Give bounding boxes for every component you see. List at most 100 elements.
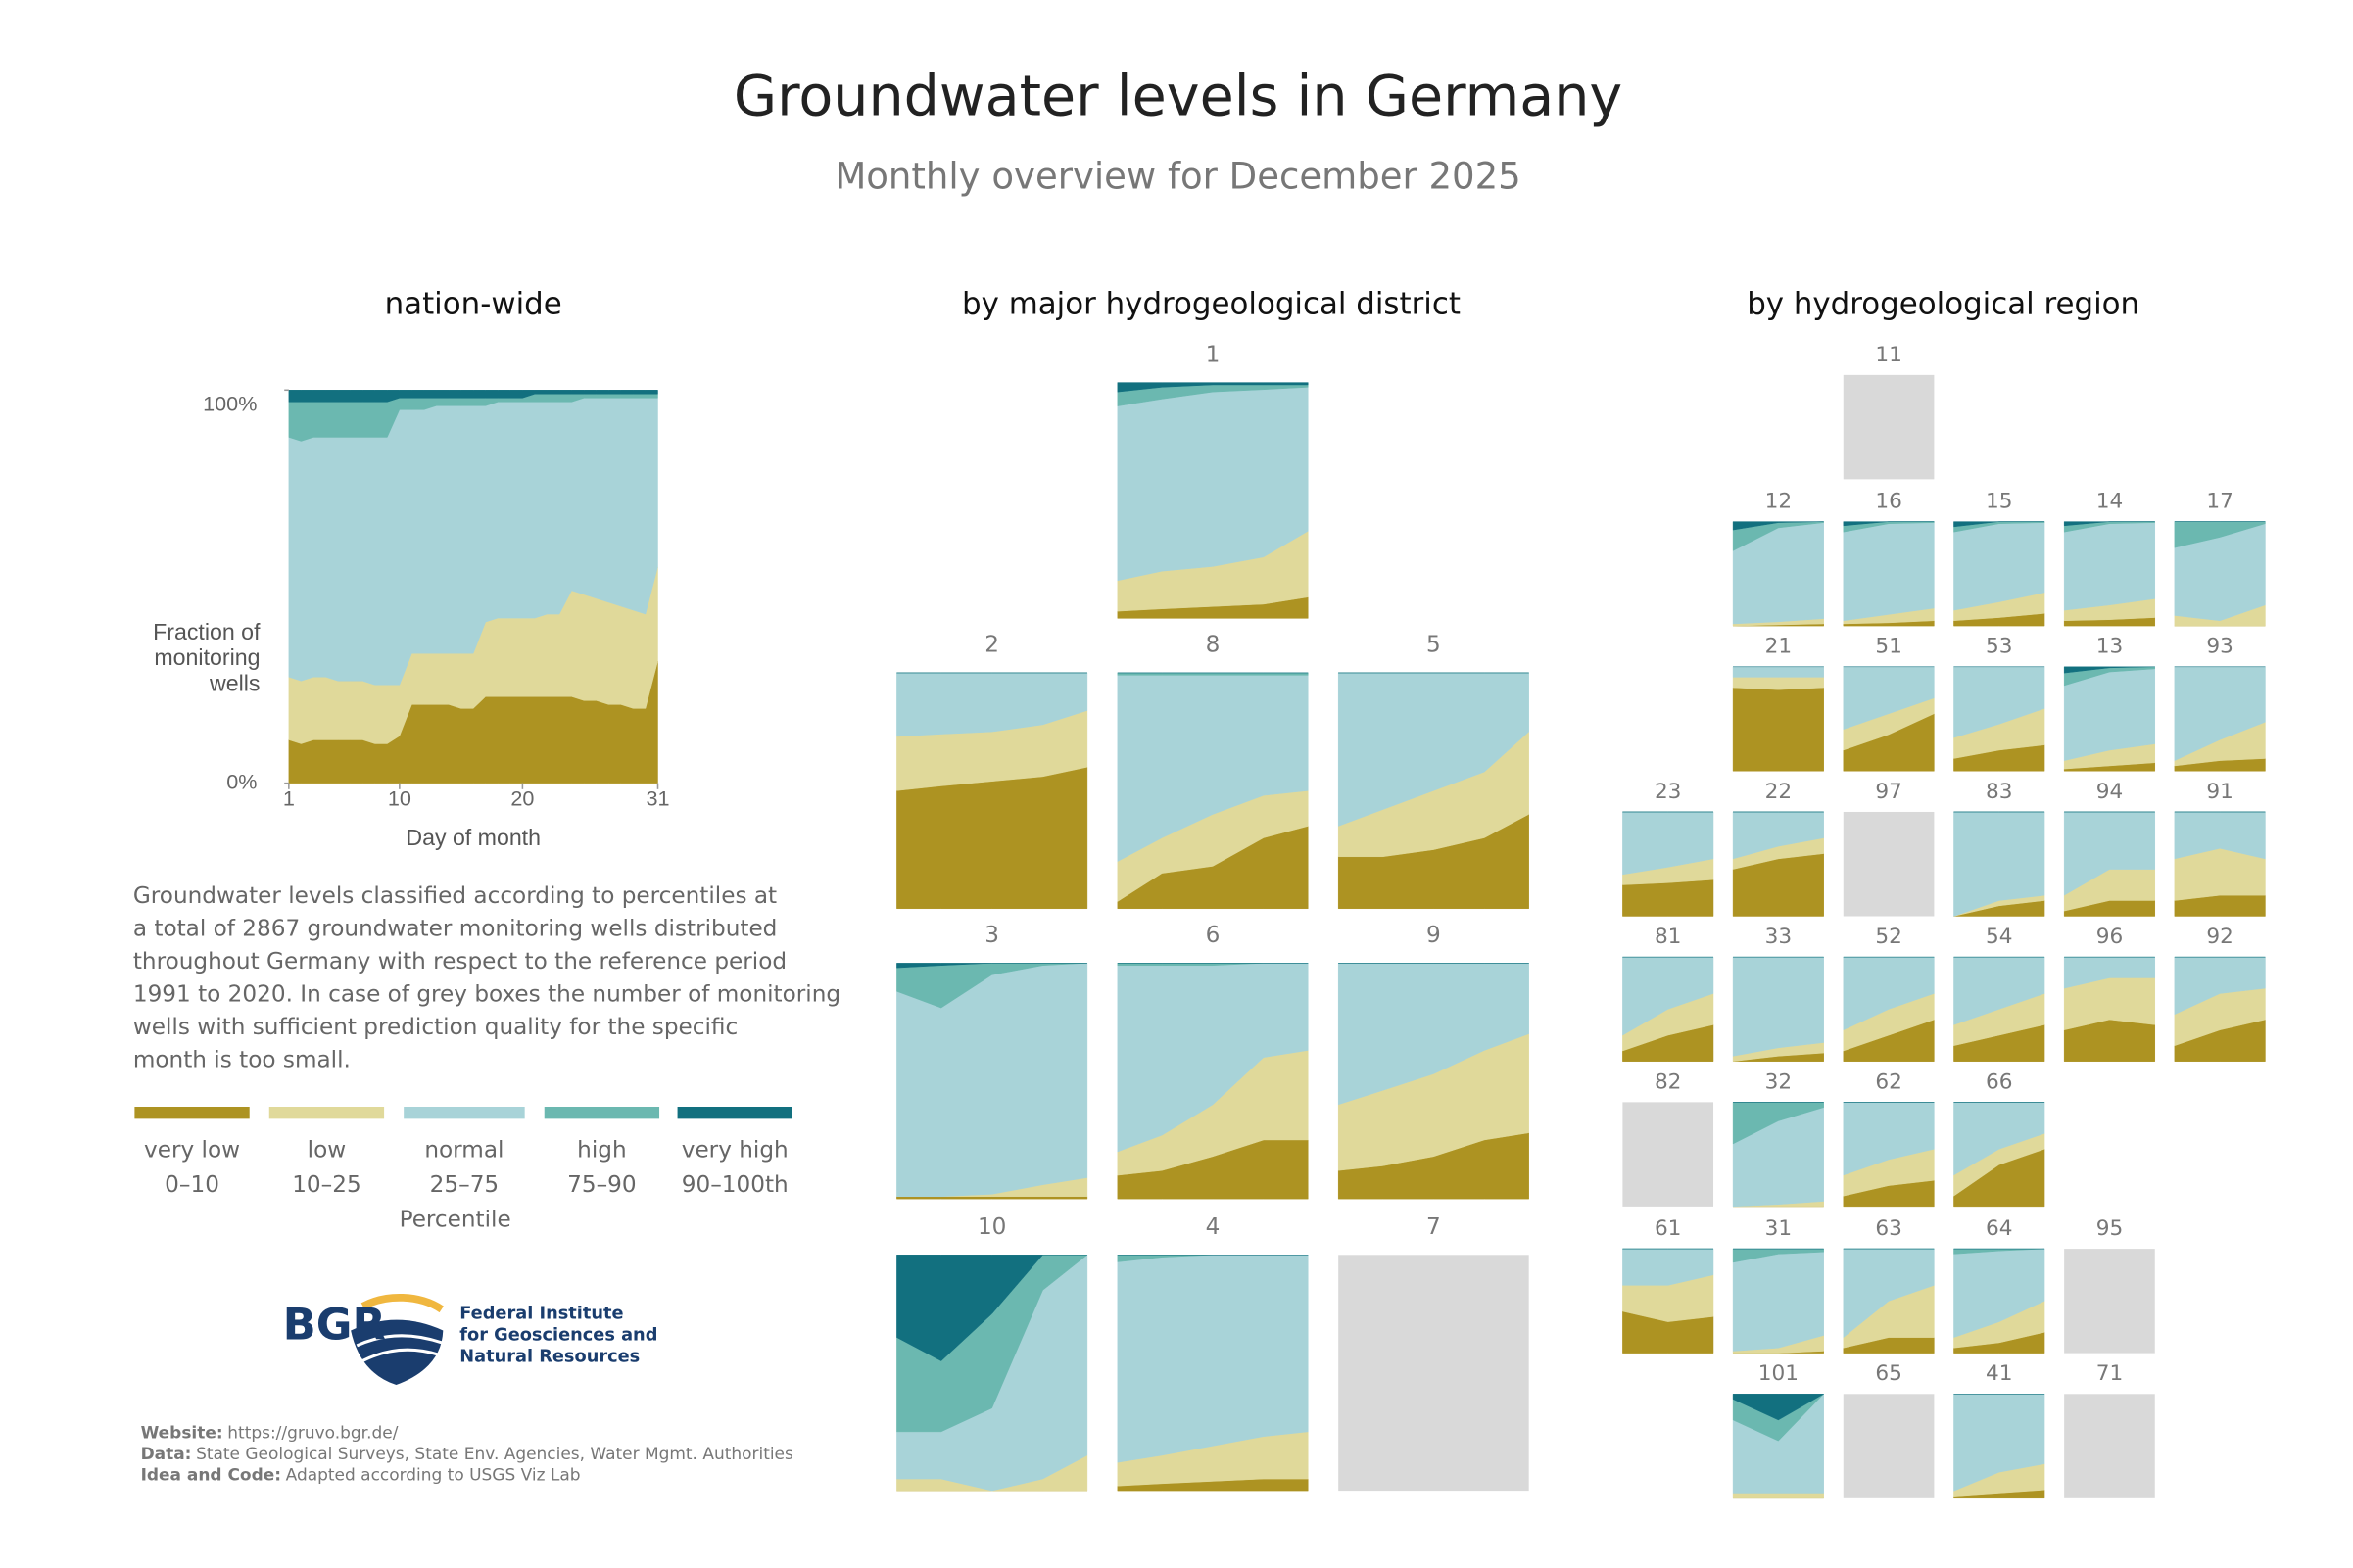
area-band [1732, 1394, 1825, 1421]
legend-range: 0–10 [165, 1172, 219, 1198]
panel-label: 13 [2096, 635, 2124, 659]
title: Groundwater levels in Germany [734, 65, 1622, 129]
panel-label: 83 [1986, 780, 2013, 804]
panel-label: 23 [1655, 780, 1682, 804]
x-axis-label: Day of month [406, 825, 541, 850]
y-tick-label: 100% [203, 391, 257, 415]
area-band [896, 963, 1087, 969]
footer-text: https://gruvo.bgr.de/ [227, 1423, 398, 1443]
legend-name: low [308, 1137, 347, 1163]
area-band [1843, 522, 1935, 622]
panel-label: 54 [1986, 925, 2013, 949]
area-band [1117, 672, 1309, 676]
panel-label: 12 [1765, 490, 1793, 514]
area-band [1622, 879, 1714, 917]
no-data-box [2064, 1249, 2155, 1354]
panel-label: 10 [978, 1214, 1006, 1240]
description-line: throughout Germany with respect to the r… [133, 949, 787, 974]
area-band [1732, 677, 1824, 690]
panel-label: 11 [1875, 343, 1902, 367]
logo-acronym: BGR [283, 1298, 386, 1350]
area-band [1953, 521, 2045, 528]
panel-label: 17 [2206, 490, 2233, 514]
legend-name: very high [682, 1137, 789, 1163]
x-tick-label: 10 [388, 785, 411, 810]
footer-key: Data: [141, 1445, 192, 1464]
x-tick-label: 31 [646, 785, 669, 810]
section-title: by hydrogeological region [1747, 286, 2139, 321]
area-band [2063, 521, 2155, 527]
panel-label: 65 [1875, 1361, 1902, 1386]
panel-label: 92 [2206, 925, 2233, 949]
no-data-box [1843, 374, 1935, 480]
panel-label: 71 [2096, 1361, 2124, 1386]
panel-label: 33 [1765, 925, 1793, 949]
no-data-box [1622, 1102, 1714, 1207]
panel-label: 9 [1426, 923, 1441, 948]
description-line: wells with sufficient prediction quality… [133, 1015, 738, 1040]
legend-name: very low [144, 1137, 240, 1163]
panel-label: 97 [1875, 780, 1902, 804]
no-data-box [1843, 1394, 1935, 1498]
footer-key: Website: [141, 1423, 223, 1443]
panel-label: 101 [1758, 1361, 1799, 1386]
panel-label: 61 [1655, 1216, 1682, 1241]
logo-line: Natural Resources [459, 1347, 640, 1366]
legend-swatch [134, 1107, 250, 1119]
panel-label: 64 [1986, 1216, 2013, 1241]
description-line: a total of 2867 groundwater monitoring w… [133, 916, 778, 941]
panel-label: 41 [1986, 1361, 2013, 1386]
no-data-box [1843, 811, 1935, 917]
subtitle: Monthly overview for December 2025 [835, 156, 1520, 198]
footer-text: Adapted according to USGS Viz Lab [286, 1466, 581, 1486]
panel-label: 21 [1765, 635, 1793, 659]
legend-name: high [577, 1137, 626, 1163]
legend-swatch [677, 1107, 792, 1119]
panel-label: 5 [1426, 633, 1441, 658]
legend-range: 25–75 [430, 1172, 499, 1198]
area-band [896, 1196, 1088, 1200]
panel-label: 63 [1875, 1216, 1902, 1241]
area-band [1843, 521, 1935, 527]
panel-label: 22 [1765, 780, 1793, 804]
panel-label: 66 [1986, 1069, 2013, 1094]
area-band [2174, 848, 2266, 901]
x-tick-label: 1 [283, 785, 295, 810]
area-band [1732, 666, 1824, 678]
panel-label: 81 [1655, 925, 1682, 949]
panel-label: 15 [1986, 490, 2013, 514]
panel-label: 62 [1875, 1069, 1902, 1094]
panel-label: 51 [1875, 635, 1902, 659]
panel-label: 53 [1986, 635, 2013, 659]
legend-range: 90–100th [682, 1172, 789, 1198]
area-band [1117, 1255, 1309, 1463]
legend-swatch [544, 1107, 660, 1119]
area-band [896, 767, 1088, 910]
panel-label: 32 [1765, 1069, 1793, 1094]
panel-label: 14 [2096, 490, 2124, 514]
section-title: by major hydrogeological district [962, 286, 1461, 321]
footer-text: State Geological Surveys, State Env. Age… [196, 1445, 793, 1464]
panel-label: 95 [2096, 1216, 2124, 1241]
logo-line: for Geosciences and [459, 1325, 657, 1345]
area-band [1117, 382, 1309, 393]
no-data-box [2064, 1394, 2155, 1498]
panel-label: 96 [2096, 925, 2124, 949]
logo-line: Federal Institute [459, 1304, 623, 1323]
area-band [1732, 521, 1824, 531]
y-axis-label-text: Fraction of monitoring wells [153, 619, 261, 697]
area-band [1732, 687, 1824, 772]
panel-label: 7 [1426, 1214, 1441, 1240]
panel-label: 93 [2206, 635, 2233, 659]
panel-label: 4 [1206, 1214, 1221, 1240]
description-line: month is too small. [133, 1047, 351, 1072]
panel-label: 16 [1875, 490, 1902, 514]
legend-title: Percentile [400, 1207, 511, 1232]
legend-range: 75–90 [567, 1172, 636, 1198]
area-band [2063, 666, 2155, 674]
legend-swatch [268, 1107, 385, 1119]
area-band [1732, 956, 1824, 1057]
x-tick-label: 20 [510, 785, 534, 810]
